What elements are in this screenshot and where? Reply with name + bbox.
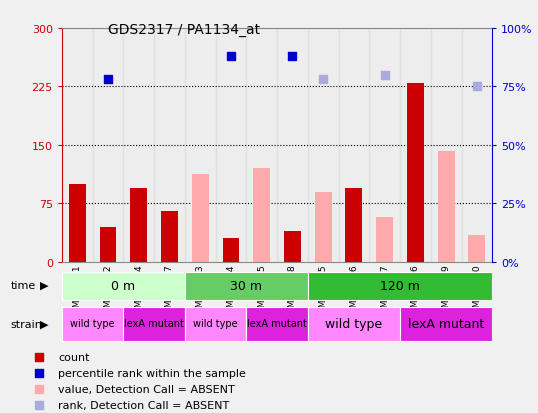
Text: GDS2317 / PA1134_at: GDS2317 / PA1134_at bbox=[108, 23, 260, 37]
Point bbox=[226, 54, 235, 60]
Point bbox=[380, 72, 389, 79]
Bar bbox=[253, 169, 270, 262]
Bar bbox=[369, 29, 400, 262]
Text: value, Detection Call = ABSENT: value, Detection Call = ABSENT bbox=[58, 384, 235, 394]
Point bbox=[375, 302, 384, 309]
Bar bbox=[161, 212, 178, 262]
Bar bbox=[216, 29, 246, 262]
Bar bbox=[185, 29, 216, 262]
Text: wild type: wild type bbox=[325, 317, 383, 330]
Bar bbox=[308, 272, 492, 300]
Text: ▶: ▶ bbox=[40, 280, 49, 290]
Bar bbox=[345, 188, 363, 262]
Point bbox=[375, 157, 384, 163]
Bar bbox=[246, 307, 308, 341]
Bar bbox=[462, 29, 492, 262]
Text: 120 m: 120 m bbox=[380, 279, 420, 292]
Bar bbox=[315, 192, 331, 262]
Bar bbox=[93, 29, 123, 262]
Bar bbox=[62, 29, 93, 262]
Text: ▶: ▶ bbox=[40, 319, 49, 329]
Bar bbox=[277, 29, 308, 262]
Bar bbox=[246, 29, 277, 262]
Bar bbox=[376, 218, 393, 262]
Bar bbox=[62, 272, 185, 300]
Text: rank, Detection Call = ABSENT: rank, Detection Call = ABSENT bbox=[58, 400, 230, 410]
Text: wild type: wild type bbox=[193, 318, 238, 328]
Bar bbox=[308, 307, 400, 341]
Point bbox=[288, 54, 297, 60]
Bar bbox=[100, 227, 116, 262]
Bar bbox=[338, 29, 369, 262]
Text: lexA mutant: lexA mutant bbox=[124, 318, 184, 328]
Bar bbox=[438, 152, 455, 262]
Text: percentile rank within the sample: percentile rank within the sample bbox=[58, 368, 246, 377]
Text: 30 m: 30 m bbox=[230, 279, 263, 292]
Text: lexA mutant: lexA mutant bbox=[247, 318, 307, 328]
Text: wild type: wild type bbox=[70, 318, 115, 328]
Text: time: time bbox=[11, 280, 36, 290]
Point bbox=[472, 84, 481, 90]
Bar bbox=[69, 185, 86, 262]
Bar bbox=[185, 272, 308, 300]
Bar bbox=[407, 83, 424, 262]
Bar bbox=[123, 29, 154, 262]
Point bbox=[104, 77, 112, 83]
Bar bbox=[400, 29, 431, 262]
Point bbox=[319, 77, 328, 83]
Bar bbox=[223, 239, 239, 262]
Text: count: count bbox=[58, 352, 90, 362]
Bar bbox=[400, 307, 492, 341]
Bar bbox=[62, 307, 123, 341]
Bar bbox=[185, 307, 246, 341]
Text: strain: strain bbox=[11, 319, 43, 329]
Text: 0 m: 0 m bbox=[111, 279, 136, 292]
Bar bbox=[284, 231, 301, 262]
Bar bbox=[308, 29, 338, 262]
Bar bbox=[154, 29, 185, 262]
Bar bbox=[123, 307, 185, 341]
Bar bbox=[431, 29, 462, 262]
Text: lexA mutant: lexA mutant bbox=[408, 317, 484, 330]
Bar bbox=[130, 188, 147, 262]
Bar bbox=[192, 174, 209, 262]
Point bbox=[375, 11, 384, 18]
Bar bbox=[469, 235, 485, 262]
